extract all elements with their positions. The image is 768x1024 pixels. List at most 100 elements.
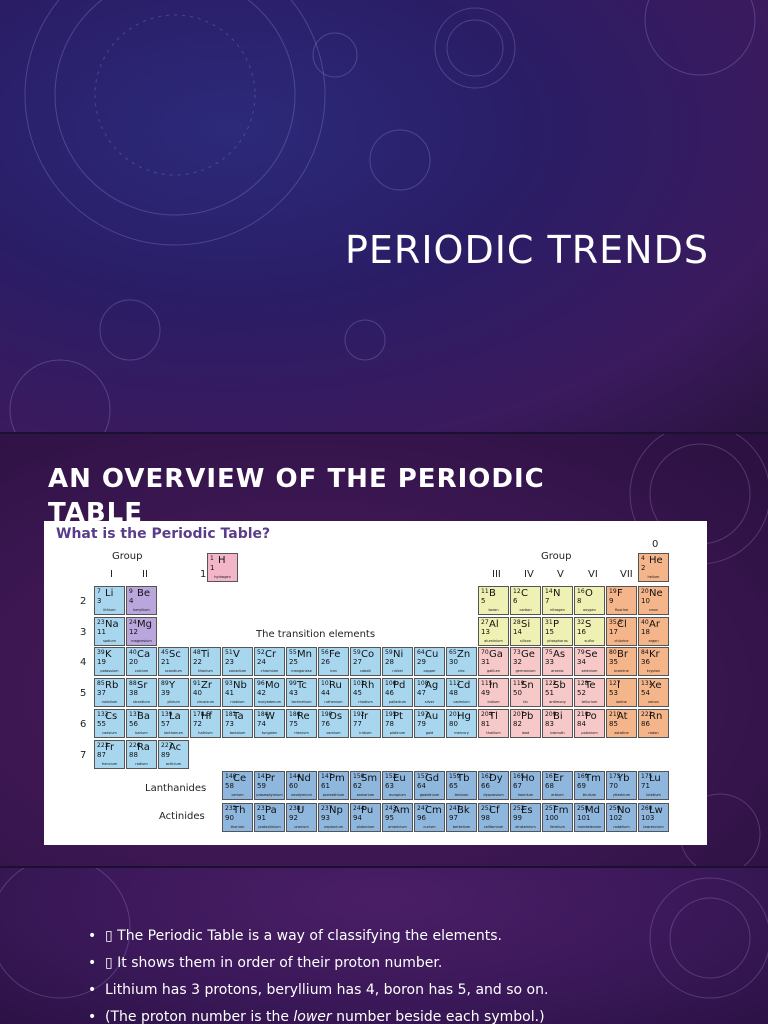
element-number: 2 [641, 564, 646, 572]
element-cell: 122 Sb 51 antimony [542, 678, 573, 708]
element-name: astatine [614, 730, 629, 735]
element-name: titanium [198, 669, 213, 674]
element-mass: 252 [513, 805, 525, 812]
element-mass: 85 [97, 680, 105, 688]
element-symbol: Er [553, 773, 564, 784]
element-name: iridium [359, 730, 372, 735]
element-name: fermium [550, 825, 565, 829]
element-symbol: Sb [553, 680, 566, 692]
element-mass: 175 [641, 773, 653, 780]
element-name: nitrogen [550, 608, 565, 612]
element-mass: 70 [481, 649, 489, 657]
element-number: 95 [385, 814, 394, 822]
element-mass: 14 [545, 588, 553, 595]
element-symbol: Mo [265, 680, 280, 692]
element-symbol: Os [329, 710, 343, 722]
element-symbol: In [489, 680, 499, 692]
element-mass: 186 [289, 710, 301, 718]
element-cell: 91 Zr 40 zirconium [190, 678, 221, 708]
element-cell: 244 Pu 94 plutonium [350, 803, 381, 832]
element-mass: 204 [481, 710, 493, 718]
element-cell: 181 Ta 73 tantalum [222, 708, 253, 738]
element-symbol: Pt [393, 710, 403, 722]
element-mass: 106 [385, 680, 397, 688]
element-cell: 140 Ce 58 cerium [222, 771, 253, 800]
element-cell: 88 Sr 38 strontium [126, 678, 157, 708]
element-mass: 184 [257, 710, 269, 718]
element-cell: 210 At 85 astatine [606, 708, 637, 738]
element-cell: 39 K 19 potassium [94, 647, 125, 677]
element-name: strontium [133, 700, 150, 705]
element-name: erbium [551, 793, 564, 797]
element-cell: 169 Tm 69 thulium [574, 771, 605, 800]
element-cell: 89 Y 39 yttrium [158, 678, 189, 708]
element-symbol: Tb [457, 773, 470, 784]
element-cell: 35.5 Cl 17 chlorine [606, 616, 637, 646]
element-cell: 40 Ca 20 calcium [126, 647, 157, 677]
element-cell: 48 Ti 22 titanium [190, 647, 221, 677]
element-cell: 147 Pm 61 promethium [318, 771, 349, 800]
element-name: lanthanum [164, 730, 183, 735]
group-number: VI [588, 569, 598, 580]
element-mass: 80 [609, 649, 617, 657]
element-name: tin [523, 700, 528, 705]
element-name: terbium [454, 793, 469, 797]
element-symbol: H [218, 555, 226, 566]
element-name: francium [101, 761, 118, 766]
element-number: 23 [225, 658, 234, 667]
element-cell: 186 Re 75 rhenium [286, 708, 317, 738]
element-name: lithium [103, 608, 116, 612]
element-number: 97 [449, 814, 458, 822]
element-symbol: As [553, 649, 566, 661]
bullet-text: Lithium has 3 protons, beryllium has 4, … [105, 982, 549, 998]
element-cell: 165 Ho 67 holmium [510, 771, 541, 800]
element-name: gold [425, 730, 434, 735]
image-heading: What is the Periodic Table? [56, 526, 271, 542]
element-name: copper [423, 669, 436, 674]
element-mass: 32 [577, 618, 585, 626]
element-mass: 52 [257, 649, 265, 657]
element-symbol: Tl [489, 710, 498, 722]
element-cell: 137 Ba 56 barium [126, 708, 157, 738]
element-mass: 99 [289, 680, 297, 688]
element-name: manganese [291, 669, 312, 674]
element-name: fluorine [614, 608, 629, 612]
element-symbol: Ca [137, 649, 151, 661]
element-symbol: Th [233, 805, 246, 816]
element-name: dysprosium [483, 793, 504, 797]
element-name: germanium [515, 669, 536, 674]
element-cell: 84 Kr 36 krypton [638, 647, 669, 677]
element-number: 63 [385, 782, 394, 790]
element-symbol: Fe [329, 649, 341, 661]
element-mass: 96 [257, 680, 265, 688]
element-cell: 226 Ra 88 radium [126, 739, 157, 769]
element-number: 50 [513, 689, 522, 698]
element-symbol: Re [297, 710, 310, 722]
element-number: 85 [609, 719, 618, 728]
element-number: 70 [609, 782, 618, 790]
element-cell: 210 Po 84 polonium [574, 708, 605, 738]
element-cell: 115 In 49 indium [478, 678, 509, 708]
element-mass: 201 [449, 710, 461, 718]
element-symbol: Ti [201, 649, 210, 661]
element-symbol: Cf [489, 805, 500, 816]
element-symbol: Si [521, 618, 531, 630]
element-number: 42 [257, 689, 266, 698]
element-mass: 257 [545, 805, 557, 812]
element-symbol: Al [489, 618, 499, 630]
element-number: 81 [481, 719, 490, 728]
element-name: rhodium [358, 700, 373, 705]
element-mass: 197 [417, 710, 429, 718]
element-mass: 244 [353, 805, 365, 812]
element-symbol: F [617, 588, 623, 599]
period-number: 1 [200, 569, 207, 580]
element-mass: 144 [289, 773, 301, 780]
element-symbol: Se [585, 649, 598, 661]
element-cell: 24 Mg 12 magnesium [126, 616, 157, 646]
element-number: 3 [97, 597, 102, 605]
element-number: 51 [545, 689, 554, 698]
element-number: 21 [161, 658, 170, 667]
element-cell: 167 Er 68 erbium [542, 771, 573, 800]
element-name: actinium [165, 761, 182, 766]
